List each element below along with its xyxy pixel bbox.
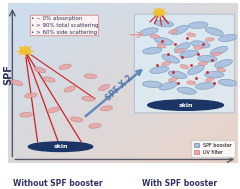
Ellipse shape	[174, 43, 190, 53]
Ellipse shape	[157, 44, 166, 48]
Ellipse shape	[162, 54, 180, 63]
Ellipse shape	[100, 106, 113, 111]
Ellipse shape	[212, 52, 221, 56]
Text: • ~ 0% absorption
• > 90% total scattering
• > 60% side scattering: • ~ 0% absorption • > 90% total scatteri…	[31, 15, 98, 35]
Ellipse shape	[180, 65, 189, 69]
Ellipse shape	[82, 96, 94, 101]
Ellipse shape	[143, 81, 162, 88]
Ellipse shape	[191, 41, 210, 48]
Ellipse shape	[43, 77, 55, 82]
Ellipse shape	[20, 112, 32, 117]
Ellipse shape	[214, 60, 233, 68]
Ellipse shape	[24, 93, 37, 98]
Ellipse shape	[71, 117, 83, 122]
Ellipse shape	[84, 74, 97, 79]
Ellipse shape	[140, 28, 158, 35]
Ellipse shape	[171, 25, 188, 35]
Ellipse shape	[168, 71, 187, 78]
Ellipse shape	[169, 29, 177, 34]
Text: Without SPF booster: Without SPF booster	[13, 179, 103, 188]
Ellipse shape	[154, 20, 174, 27]
Ellipse shape	[48, 107, 60, 113]
Ellipse shape	[180, 50, 198, 58]
Text: skin: skin	[178, 103, 193, 108]
Ellipse shape	[205, 27, 223, 36]
Ellipse shape	[143, 47, 162, 54]
Circle shape	[155, 9, 164, 15]
Ellipse shape	[198, 56, 217, 62]
Ellipse shape	[162, 62, 171, 65]
Ellipse shape	[210, 46, 228, 55]
Legend: SPF booster, UV filter: SPF booster, UV filter	[191, 140, 235, 157]
Ellipse shape	[194, 46, 203, 49]
Ellipse shape	[205, 77, 214, 82]
Ellipse shape	[188, 22, 208, 28]
Ellipse shape	[187, 81, 196, 84]
Ellipse shape	[28, 142, 93, 151]
Ellipse shape	[159, 82, 177, 90]
Text: SPF: SPF	[3, 64, 13, 85]
Ellipse shape	[177, 87, 196, 94]
Ellipse shape	[205, 38, 214, 41]
FancyBboxPatch shape	[134, 14, 234, 113]
Ellipse shape	[64, 86, 75, 92]
Text: SPF X 2: SPF X 2	[104, 73, 134, 102]
Text: skin: skin	[53, 144, 68, 149]
Ellipse shape	[204, 71, 224, 78]
Text: With SPF booster: With SPF booster	[142, 179, 217, 188]
Ellipse shape	[150, 35, 159, 38]
Ellipse shape	[89, 124, 101, 128]
Ellipse shape	[187, 65, 204, 75]
Ellipse shape	[217, 68, 226, 72]
Ellipse shape	[148, 100, 223, 110]
Ellipse shape	[187, 33, 196, 37]
Ellipse shape	[176, 49, 184, 53]
Ellipse shape	[219, 34, 238, 42]
Ellipse shape	[59, 64, 71, 69]
Ellipse shape	[34, 67, 46, 73]
Circle shape	[20, 47, 30, 54]
Ellipse shape	[99, 84, 110, 91]
Ellipse shape	[195, 83, 215, 89]
Ellipse shape	[198, 62, 207, 65]
Ellipse shape	[155, 37, 173, 45]
Ellipse shape	[11, 80, 23, 86]
Ellipse shape	[168, 77, 177, 81]
Ellipse shape	[218, 79, 238, 86]
Ellipse shape	[150, 66, 169, 74]
